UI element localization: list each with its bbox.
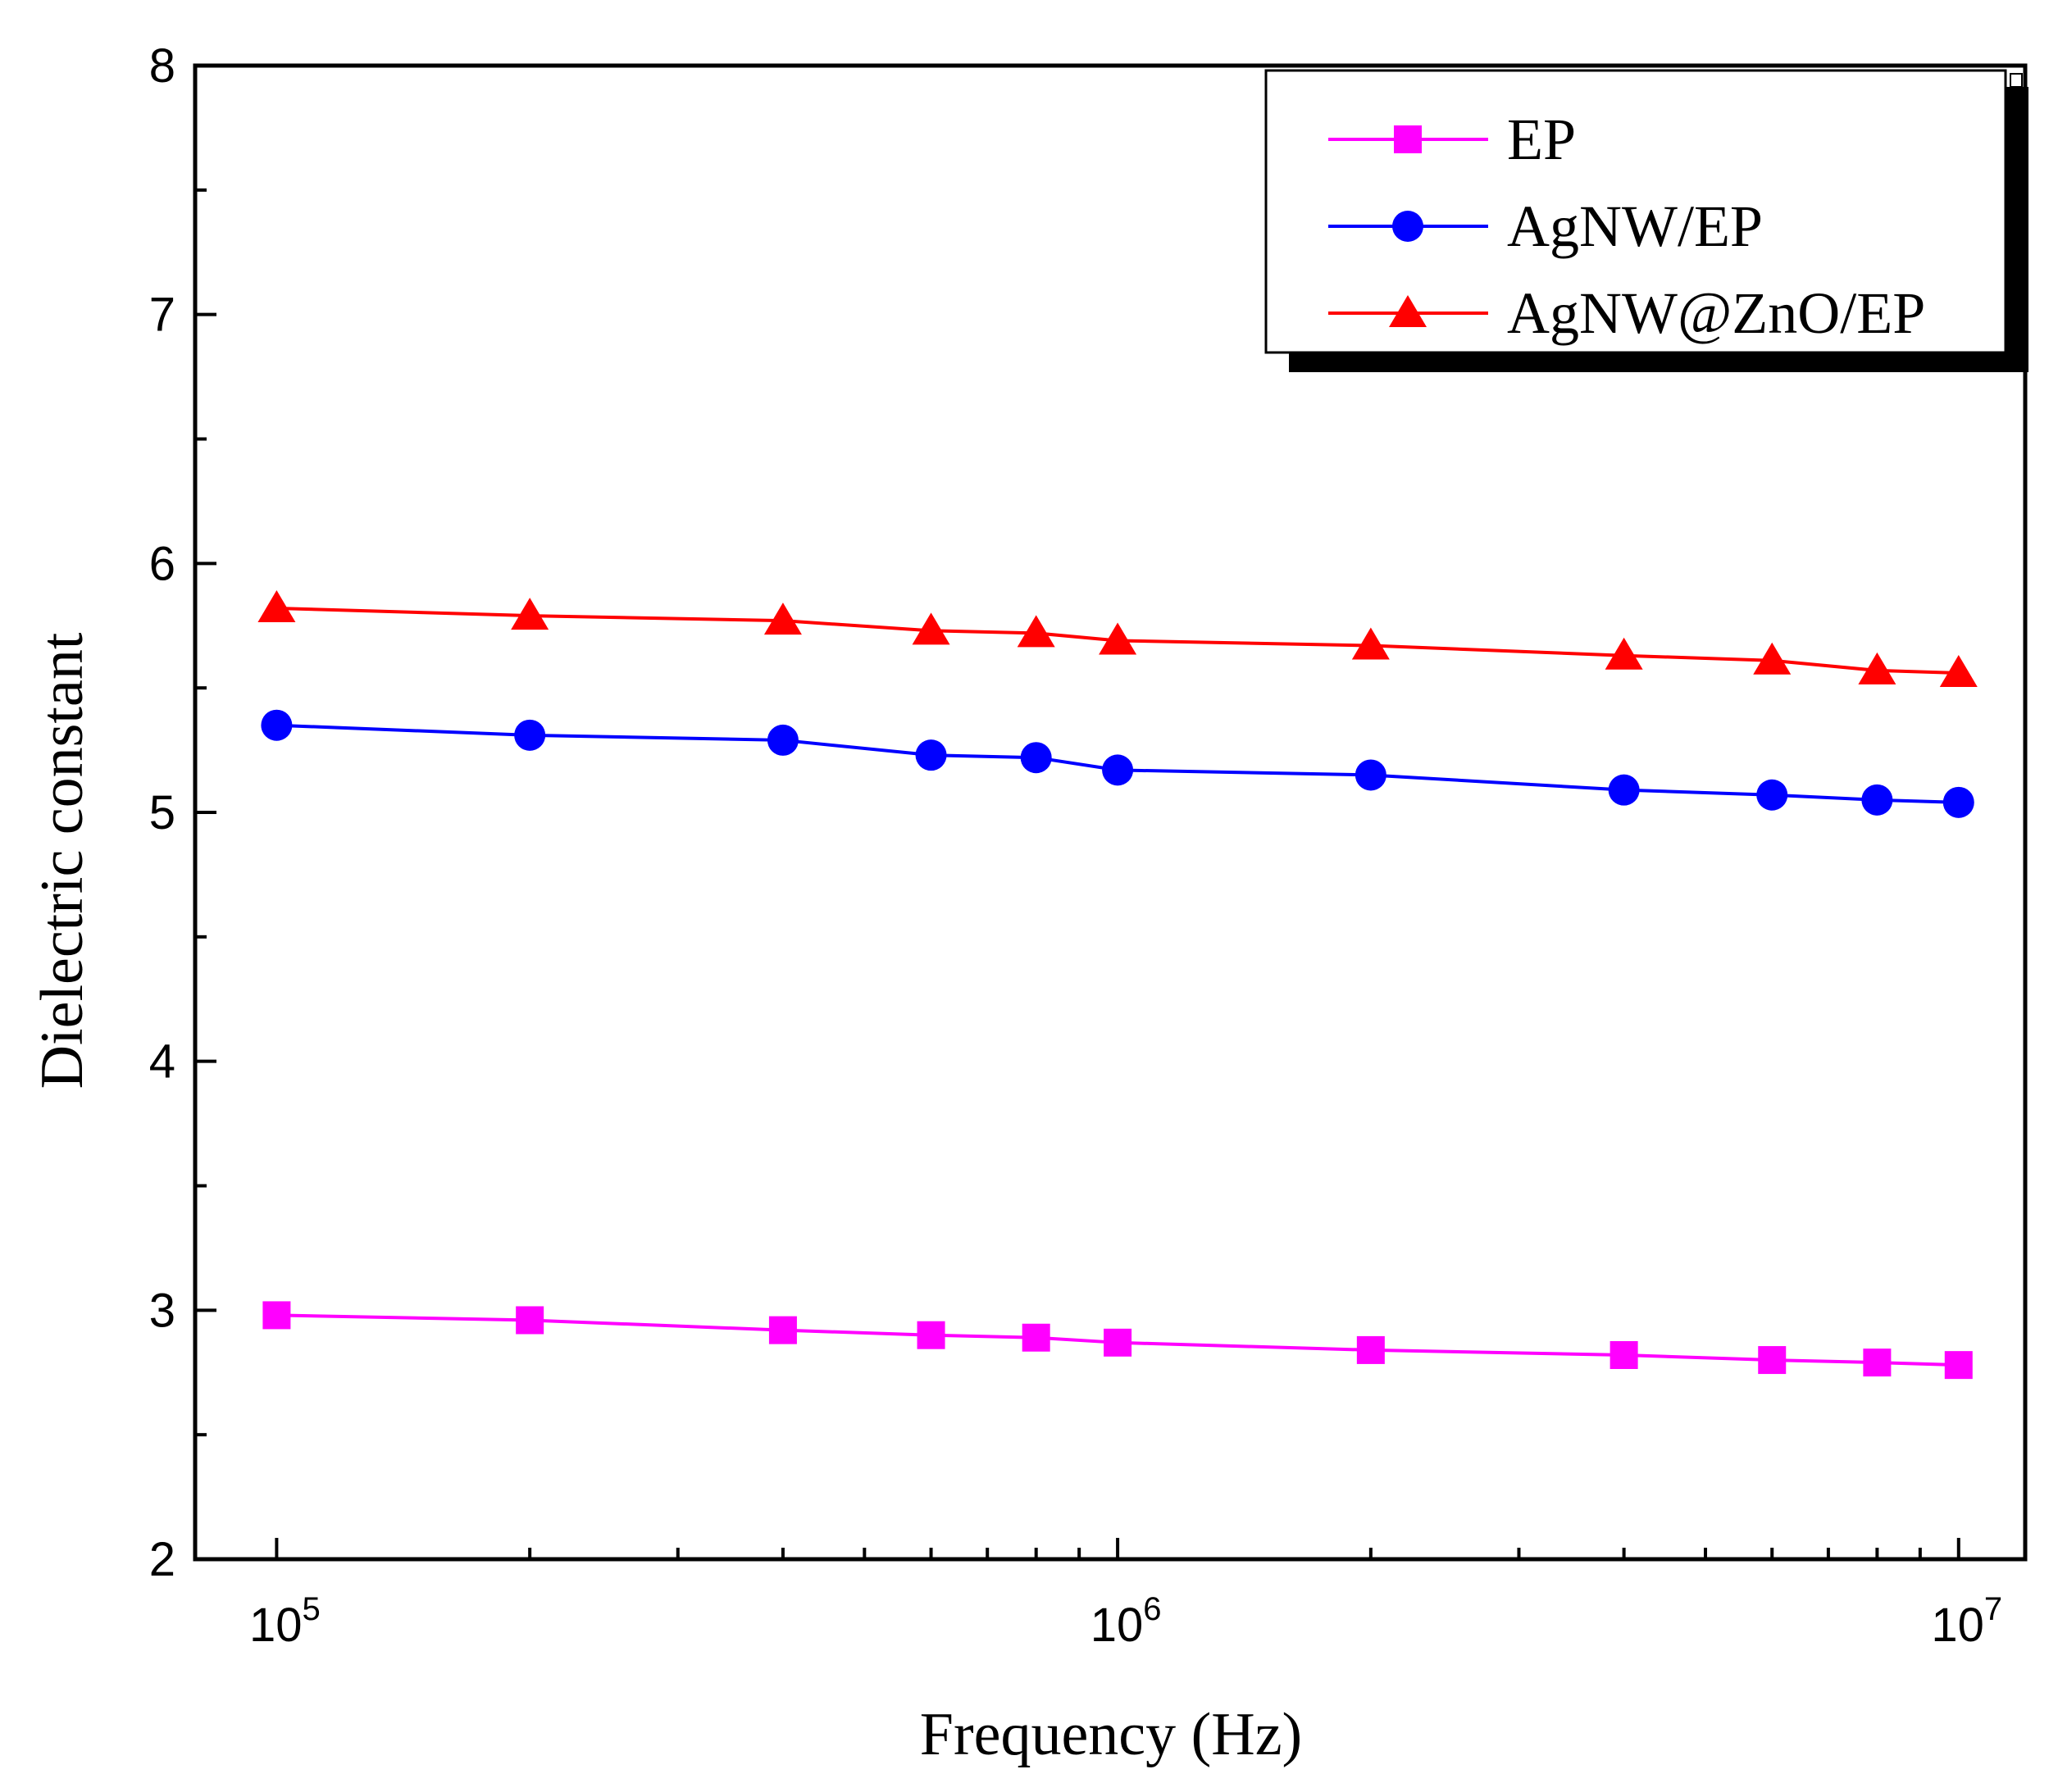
series-layer — [257, 589, 1978, 1380]
data-point — [1610, 1340, 1638, 1369]
y-tick-label: 3 — [149, 1284, 175, 1337]
data-point — [1608, 774, 1640, 806]
data-point — [917, 1321, 945, 1349]
data-point — [1355, 759, 1386, 791]
data-point — [767, 724, 799, 756]
legend-label: AgNW@ZnO/EP — [1507, 280, 1925, 346]
legend-label: AgNW/EP — [1507, 193, 1763, 259]
x-tick-base: 10 — [1931, 1599, 1984, 1652]
legend-item: AgNW@ZnO/EP — [1328, 280, 1925, 346]
legend-marker — [1394, 125, 1422, 153]
legend-label: EP — [1507, 107, 1576, 172]
data-point — [261, 709, 293, 741]
data-point — [1020, 742, 1052, 774]
y-tick-label: 8 — [149, 39, 175, 93]
legend-marker — [1389, 295, 1427, 327]
x-tick-exponent: 7 — [1984, 1591, 2002, 1627]
y-tick-label: 2 — [149, 1533, 175, 1586]
x-tick-exponent: 6 — [1143, 1591, 1161, 1627]
data-point — [262, 1301, 291, 1330]
y-tick-label: 5 — [149, 786, 175, 839]
data-point — [1863, 1349, 1892, 1377]
legend-corner-mark — [2010, 73, 2023, 88]
x-tick-label: 105 — [249, 1591, 321, 1652]
data-point — [1756, 779, 1788, 811]
y-tick-label: 7 — [149, 289, 175, 342]
legend-item: EP — [1328, 107, 1576, 172]
data-point — [1022, 1323, 1050, 1352]
data-point — [1942, 786, 1974, 818]
legend-marker — [1392, 211, 1423, 242]
series-ep — [262, 1301, 1973, 1380]
legend: EP AgNW/EP AgNW@ZnO/EP — [1264, 69, 2028, 372]
y-tick-label: 4 — [149, 1035, 175, 1089]
data-point — [1605, 637, 1643, 670]
data-point — [1356, 1335, 1385, 1364]
data-point — [257, 589, 296, 622]
y-axis: 2 3 4 5 6 7 8 — [149, 39, 216, 1586]
data-point — [1104, 1328, 1132, 1357]
data-point — [915, 739, 947, 771]
x-axis: 105 106 107 — [249, 1538, 2002, 1652]
x-axis-label: Frequency (Hz) — [920, 1701, 1302, 1768]
x-tick-label: 106 — [1090, 1591, 1162, 1652]
data-point — [511, 598, 549, 630]
data-point — [1099, 622, 1137, 655]
data-point — [514, 719, 546, 751]
series-agnw-zno-ep — [257, 589, 1978, 687]
data-point — [1753, 642, 1792, 675]
legend-item: AgNW/EP — [1328, 193, 1763, 259]
data-point — [1944, 1351, 1973, 1380]
data-point — [1758, 1346, 1787, 1375]
x-tick-exponent: 5 — [303, 1591, 321, 1627]
y-axis-label: Dielectric constant — [29, 632, 96, 1089]
y-tick-label: 6 — [149, 537, 175, 590]
data-point — [912, 612, 950, 645]
data-point — [1017, 615, 1055, 648]
x-tick-base: 10 — [249, 1599, 303, 1652]
x-tick-label: 107 — [1931, 1591, 2002, 1652]
data-point — [1351, 627, 1390, 660]
data-point — [1102, 754, 1134, 786]
data-point — [1939, 654, 1978, 687]
data-point — [516, 1306, 544, 1335]
series-agnw-ep — [261, 709, 1974, 818]
data-point — [1861, 784, 1893, 816]
legend-items: EP AgNW/EP AgNW@ZnO/EP — [1328, 107, 1925, 346]
legend-box — [1264, 69, 2007, 354]
data-point — [763, 603, 802, 635]
data-point — [1858, 652, 1896, 685]
x-tick-base: 10 — [1090, 1599, 1144, 1652]
data-point — [768, 1316, 797, 1344]
